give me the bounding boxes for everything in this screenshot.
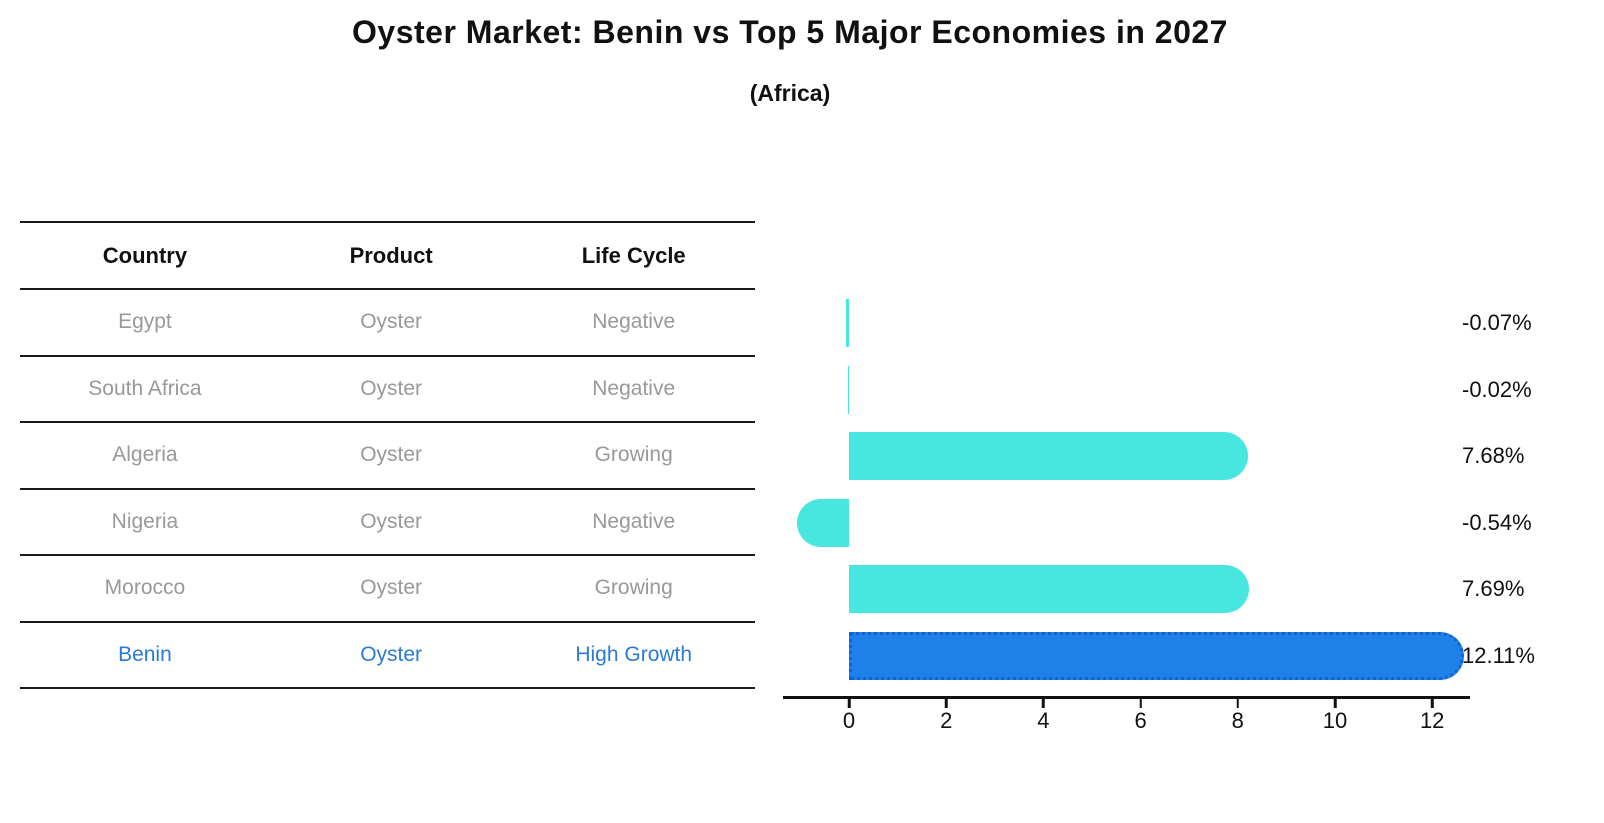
x-axis-tick-label: 10 xyxy=(1322,708,1348,733)
x-axis-tick xyxy=(1236,699,1240,708)
x-axis-tick xyxy=(1042,699,1045,708)
page-subtitle: (Africa) xyxy=(749,80,831,106)
product-cell: Oyster xyxy=(360,642,423,666)
table-row: Morocco Oyster Growing xyxy=(20,555,755,622)
table-row: South Africa Oyster Negative xyxy=(20,356,755,422)
x-axis-tick xyxy=(1139,699,1142,708)
table-body: Egypt Oyster Negative South Africa Oyster Neg… xyxy=(20,289,755,688)
country-cell: Benin xyxy=(118,642,172,666)
table-row: Benin Oyster High Growth xyxy=(20,622,755,688)
product-cell: Oyster xyxy=(360,443,423,467)
bar-egypt xyxy=(845,299,849,348)
x-axis-tick xyxy=(1430,699,1434,708)
table-header-row: Country Product Life Cycle xyxy=(20,222,755,289)
column-header-country: Country xyxy=(102,242,188,268)
bar-value-label: 7.69% xyxy=(1462,576,1525,602)
bar-value-label: -0.02% xyxy=(1462,376,1532,402)
country-cell: Egypt xyxy=(118,310,172,334)
bar-value-label: 7.68% xyxy=(1462,443,1525,469)
table-row: Egypt Oyster Negative xyxy=(20,289,755,356)
page-title: Oyster Market: Benin vs Top 5 Major Econ… xyxy=(352,14,1228,50)
bar-value-label: -0.07% xyxy=(1462,310,1532,336)
product-cell: Oyster xyxy=(360,310,423,334)
x-axis-tick xyxy=(1333,699,1337,708)
column-header-life-cycle: Life Cycle xyxy=(581,242,686,268)
life-cycle-cell: Growing xyxy=(594,576,673,600)
life-cycle-cell: Negative xyxy=(592,310,676,334)
table-row: Nigeria Oyster Negative xyxy=(20,489,755,555)
x-axis-tick-label: 4 xyxy=(1037,708,1050,733)
life-cycle-cell: Negative xyxy=(592,376,676,400)
life-cycle-cell: Negative xyxy=(592,509,676,533)
column-header-product: Product xyxy=(349,242,433,268)
bar-south-africa xyxy=(847,365,849,414)
bar-morocco xyxy=(849,565,1249,614)
life-cycle-cell: Growing xyxy=(594,443,673,467)
table-header: Country Product Life Cycle xyxy=(20,222,755,289)
x-axis-tick-label: 2 xyxy=(940,708,953,733)
country-cell: Nigeria xyxy=(111,509,179,533)
bar-nigeria xyxy=(796,498,849,547)
bar-value-label: 12.11% xyxy=(1462,642,1535,668)
x-axis-tick-label: 0 xyxy=(842,708,856,733)
country-cell: Morocco xyxy=(104,576,186,600)
country-cell: Algeria xyxy=(112,443,178,467)
product-cell: Oyster xyxy=(360,376,423,400)
product-cell: Oyster xyxy=(360,576,423,600)
x-axis-tick xyxy=(944,699,948,708)
x-axis-tick-label: 6 xyxy=(1134,708,1147,733)
table-row: Algeria Oyster Growing xyxy=(20,422,755,489)
life-cycle-cell: High Growth xyxy=(575,642,693,666)
country-table: Country Product Life Cycle Egypt Oyster Ne… xyxy=(20,221,755,689)
product-cell: Oyster xyxy=(360,509,423,533)
x-axis-tick-label: 8 xyxy=(1231,708,1244,733)
bar-algeria xyxy=(849,432,1249,481)
x-axis-line xyxy=(783,696,1470,699)
x-axis-tick xyxy=(847,699,851,708)
country-cell: South Africa xyxy=(88,376,202,400)
bar-benin xyxy=(849,631,1464,680)
x-axis-tick-label: 12 xyxy=(1419,708,1445,733)
bar-value-label: -0.54% xyxy=(1462,509,1532,535)
